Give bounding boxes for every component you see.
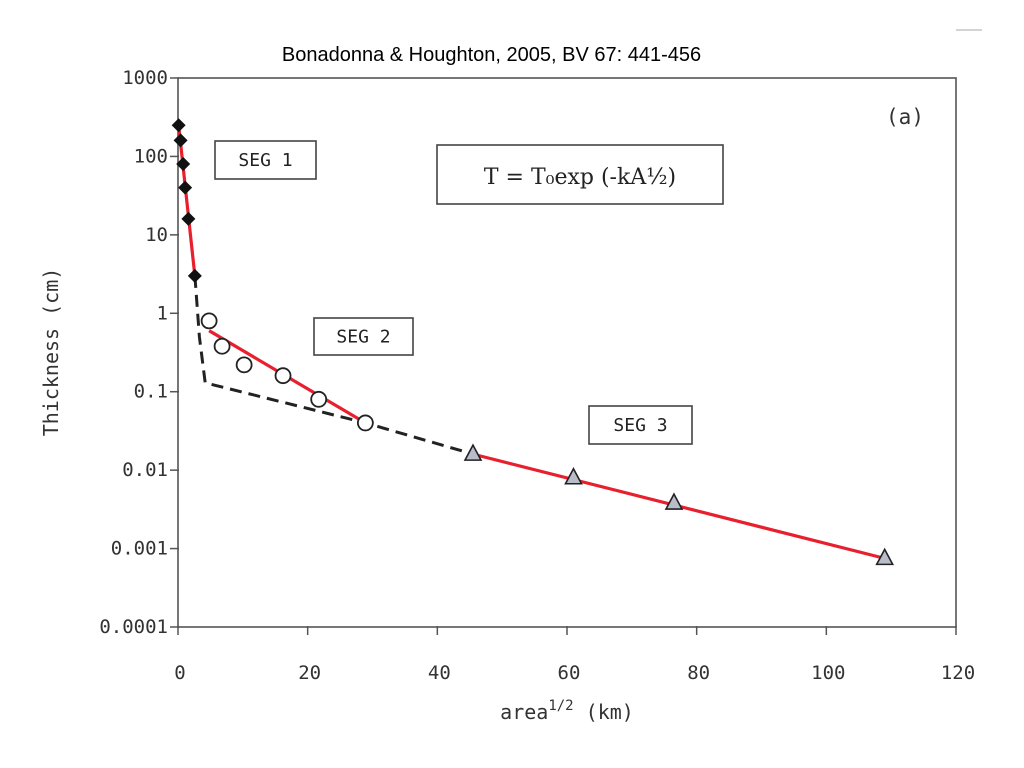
y-tick-label: 100 <box>134 145 168 167</box>
seg-label: SEG 3 <box>613 415 667 436</box>
diamond-point <box>178 180 193 195</box>
diamond-point <box>181 211 196 226</box>
triangle-point <box>875 547 895 566</box>
triangle-point <box>463 443 483 461</box>
x-tick-label: 60 <box>558 662 581 684</box>
circle-point <box>274 367 292 385</box>
corner-mark <box>954 24 984 34</box>
circle-point <box>310 390 328 408</box>
circle-point <box>235 356 253 374</box>
triangle-point <box>564 467 583 485</box>
formula-text: T = T₀exp (-kA½) <box>484 165 676 190</box>
diamond-point <box>176 157 191 172</box>
x-tick-label: 40 <box>428 662 451 684</box>
formula-box <box>436 144 724 205</box>
citation: Bonadonna & Houghton, 2005, BV 67: 441-4… <box>281 44 702 66</box>
diamond-point <box>173 133 188 148</box>
y-tick-label: 1 <box>157 302 168 324</box>
panel-label: (a) <box>886 105 924 129</box>
y-tick-label: 0.01 <box>122 459 168 481</box>
y-tick-label: 1000 <box>122 67 168 89</box>
diamond-point <box>187 268 202 283</box>
x-tick-label: 80 <box>687 662 710 684</box>
x-axis-label: area1/2 (km) <box>500 698 634 724</box>
circle-point <box>200 312 218 330</box>
diamond-point <box>171 118 186 133</box>
y-tick-label: 0.1 <box>134 381 168 403</box>
y-axis-label: Thickness (cm) <box>39 268 63 437</box>
triangle-point <box>664 492 684 510</box>
seg-label: SEG 1 <box>238 150 292 171</box>
x-tick-label: 120 <box>941 662 975 684</box>
x-tick-label: 20 <box>298 662 321 684</box>
seg-label: SEG 2 <box>336 327 390 348</box>
dashed-fit-line <box>193 275 474 456</box>
y-tick-label: 10 <box>145 224 168 246</box>
fit-segment-1 <box>177 125 197 277</box>
seg-label-box <box>313 317 414 356</box>
circle-point <box>213 337 231 355</box>
seg-label-box <box>214 140 317 180</box>
x-tick-label: 100 <box>811 662 845 684</box>
y-tick-label: 0.001 <box>111 538 168 560</box>
seg-label-box <box>588 405 693 445</box>
y-tick-label: 0.0001 <box>99 616 168 638</box>
x-tick-label: 0 <box>174 662 185 684</box>
circle-point <box>356 414 374 432</box>
